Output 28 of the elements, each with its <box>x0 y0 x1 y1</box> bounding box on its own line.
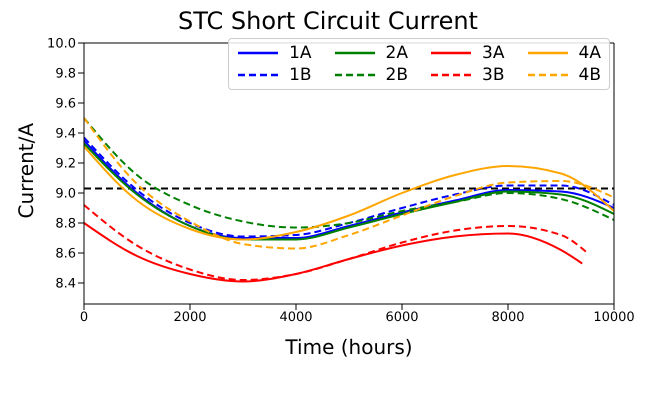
y-tick-label: 8.8 <box>55 216 76 232</box>
legend-label: 4B <box>578 65 601 85</box>
x-axis-title: Time (hours) <box>284 335 413 359</box>
x-tick-label: 2000 <box>173 310 207 326</box>
x-tick-label: 10000 <box>593 310 635 326</box>
legend-label: 1A <box>289 43 312 63</box>
legend-label: 2B <box>386 65 408 85</box>
legend-label: 3A <box>482 43 504 63</box>
line-series <box>84 204 588 281</box>
legend-label: 2A <box>386 43 408 63</box>
y-tick-label: 8.6 <box>55 246 76 262</box>
line-series <box>84 117 614 250</box>
y-axis-title: Current/A <box>14 122 38 218</box>
x-tick-label: 6000 <box>385 310 419 326</box>
legend-label: 1B <box>289 65 312 85</box>
legend-label: 3B <box>482 65 505 85</box>
chart-title: STC Short Circuit Current <box>177 7 479 35</box>
y-tick-label: 9.2 <box>55 156 76 172</box>
y-tick-label: 9.6 <box>55 96 76 112</box>
x-tick-label: 4000 <box>279 310 313 326</box>
x-tick-label: 0 <box>80 310 88 326</box>
y-tick-label: 9.0 <box>55 186 76 202</box>
y-tick-label: 9.4 <box>55 126 76 142</box>
legend-label: 4A <box>578 43 601 63</box>
y-tick-label: 10.0 <box>47 36 76 52</box>
y-tick-label: 9.8 <box>55 66 76 82</box>
y-tick-label: 8.4 <box>55 276 76 292</box>
x-tick-label: 8000 <box>491 310 525 326</box>
